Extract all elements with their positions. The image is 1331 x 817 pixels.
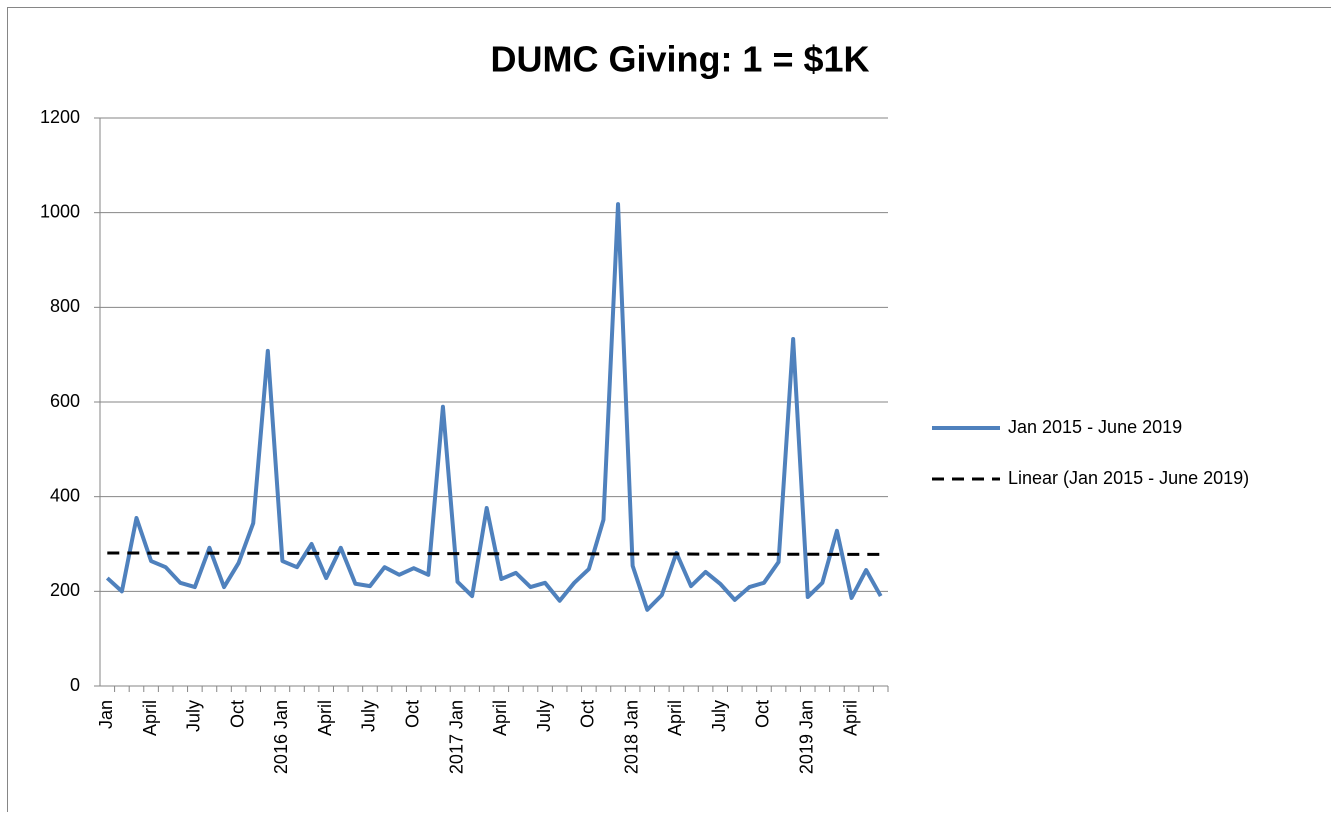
- x-tick-label: Oct: [578, 700, 598, 728]
- x-tick-label: 2019 Jan: [796, 700, 816, 774]
- x-tick-label: Jan: [96, 700, 116, 729]
- x-tick-label: July: [359, 700, 379, 732]
- x-tick-label: April: [840, 700, 860, 736]
- x-tick-label: July: [534, 700, 554, 732]
- x-tick-label: April: [490, 700, 510, 736]
- legend-label: Linear (Jan 2015 - June 2019): [1008, 468, 1249, 488]
- chart-title: DUMC Giving: 1 = $1K: [490, 39, 869, 80]
- x-tick-label: July: [184, 700, 204, 732]
- y-tick-label: 1000: [40, 201, 80, 221]
- x-tick-label: April: [140, 700, 160, 736]
- y-tick-label: 200: [50, 580, 80, 600]
- x-tick-label: July: [709, 700, 729, 732]
- x-tick-label: Oct: [753, 700, 773, 728]
- legend-label: Jan 2015 - June 2019: [1008, 417, 1182, 437]
- x-tick-label: Oct: [402, 700, 422, 728]
- x-tick-label: April: [315, 700, 335, 736]
- x-tick-label: Oct: [227, 700, 247, 728]
- y-tick-label: 600: [50, 391, 80, 411]
- x-tick-label: 2018 Jan: [621, 700, 641, 774]
- y-tick-label: 1200: [40, 107, 80, 127]
- y-tick-label: 800: [50, 296, 80, 316]
- y-tick-label: 400: [50, 485, 80, 505]
- x-tick-label: 2017 Jan: [446, 700, 466, 774]
- y-tick-label: 0: [70, 675, 80, 695]
- x-tick-label: 2016 Jan: [271, 700, 291, 774]
- x-tick-label: April: [665, 700, 685, 736]
